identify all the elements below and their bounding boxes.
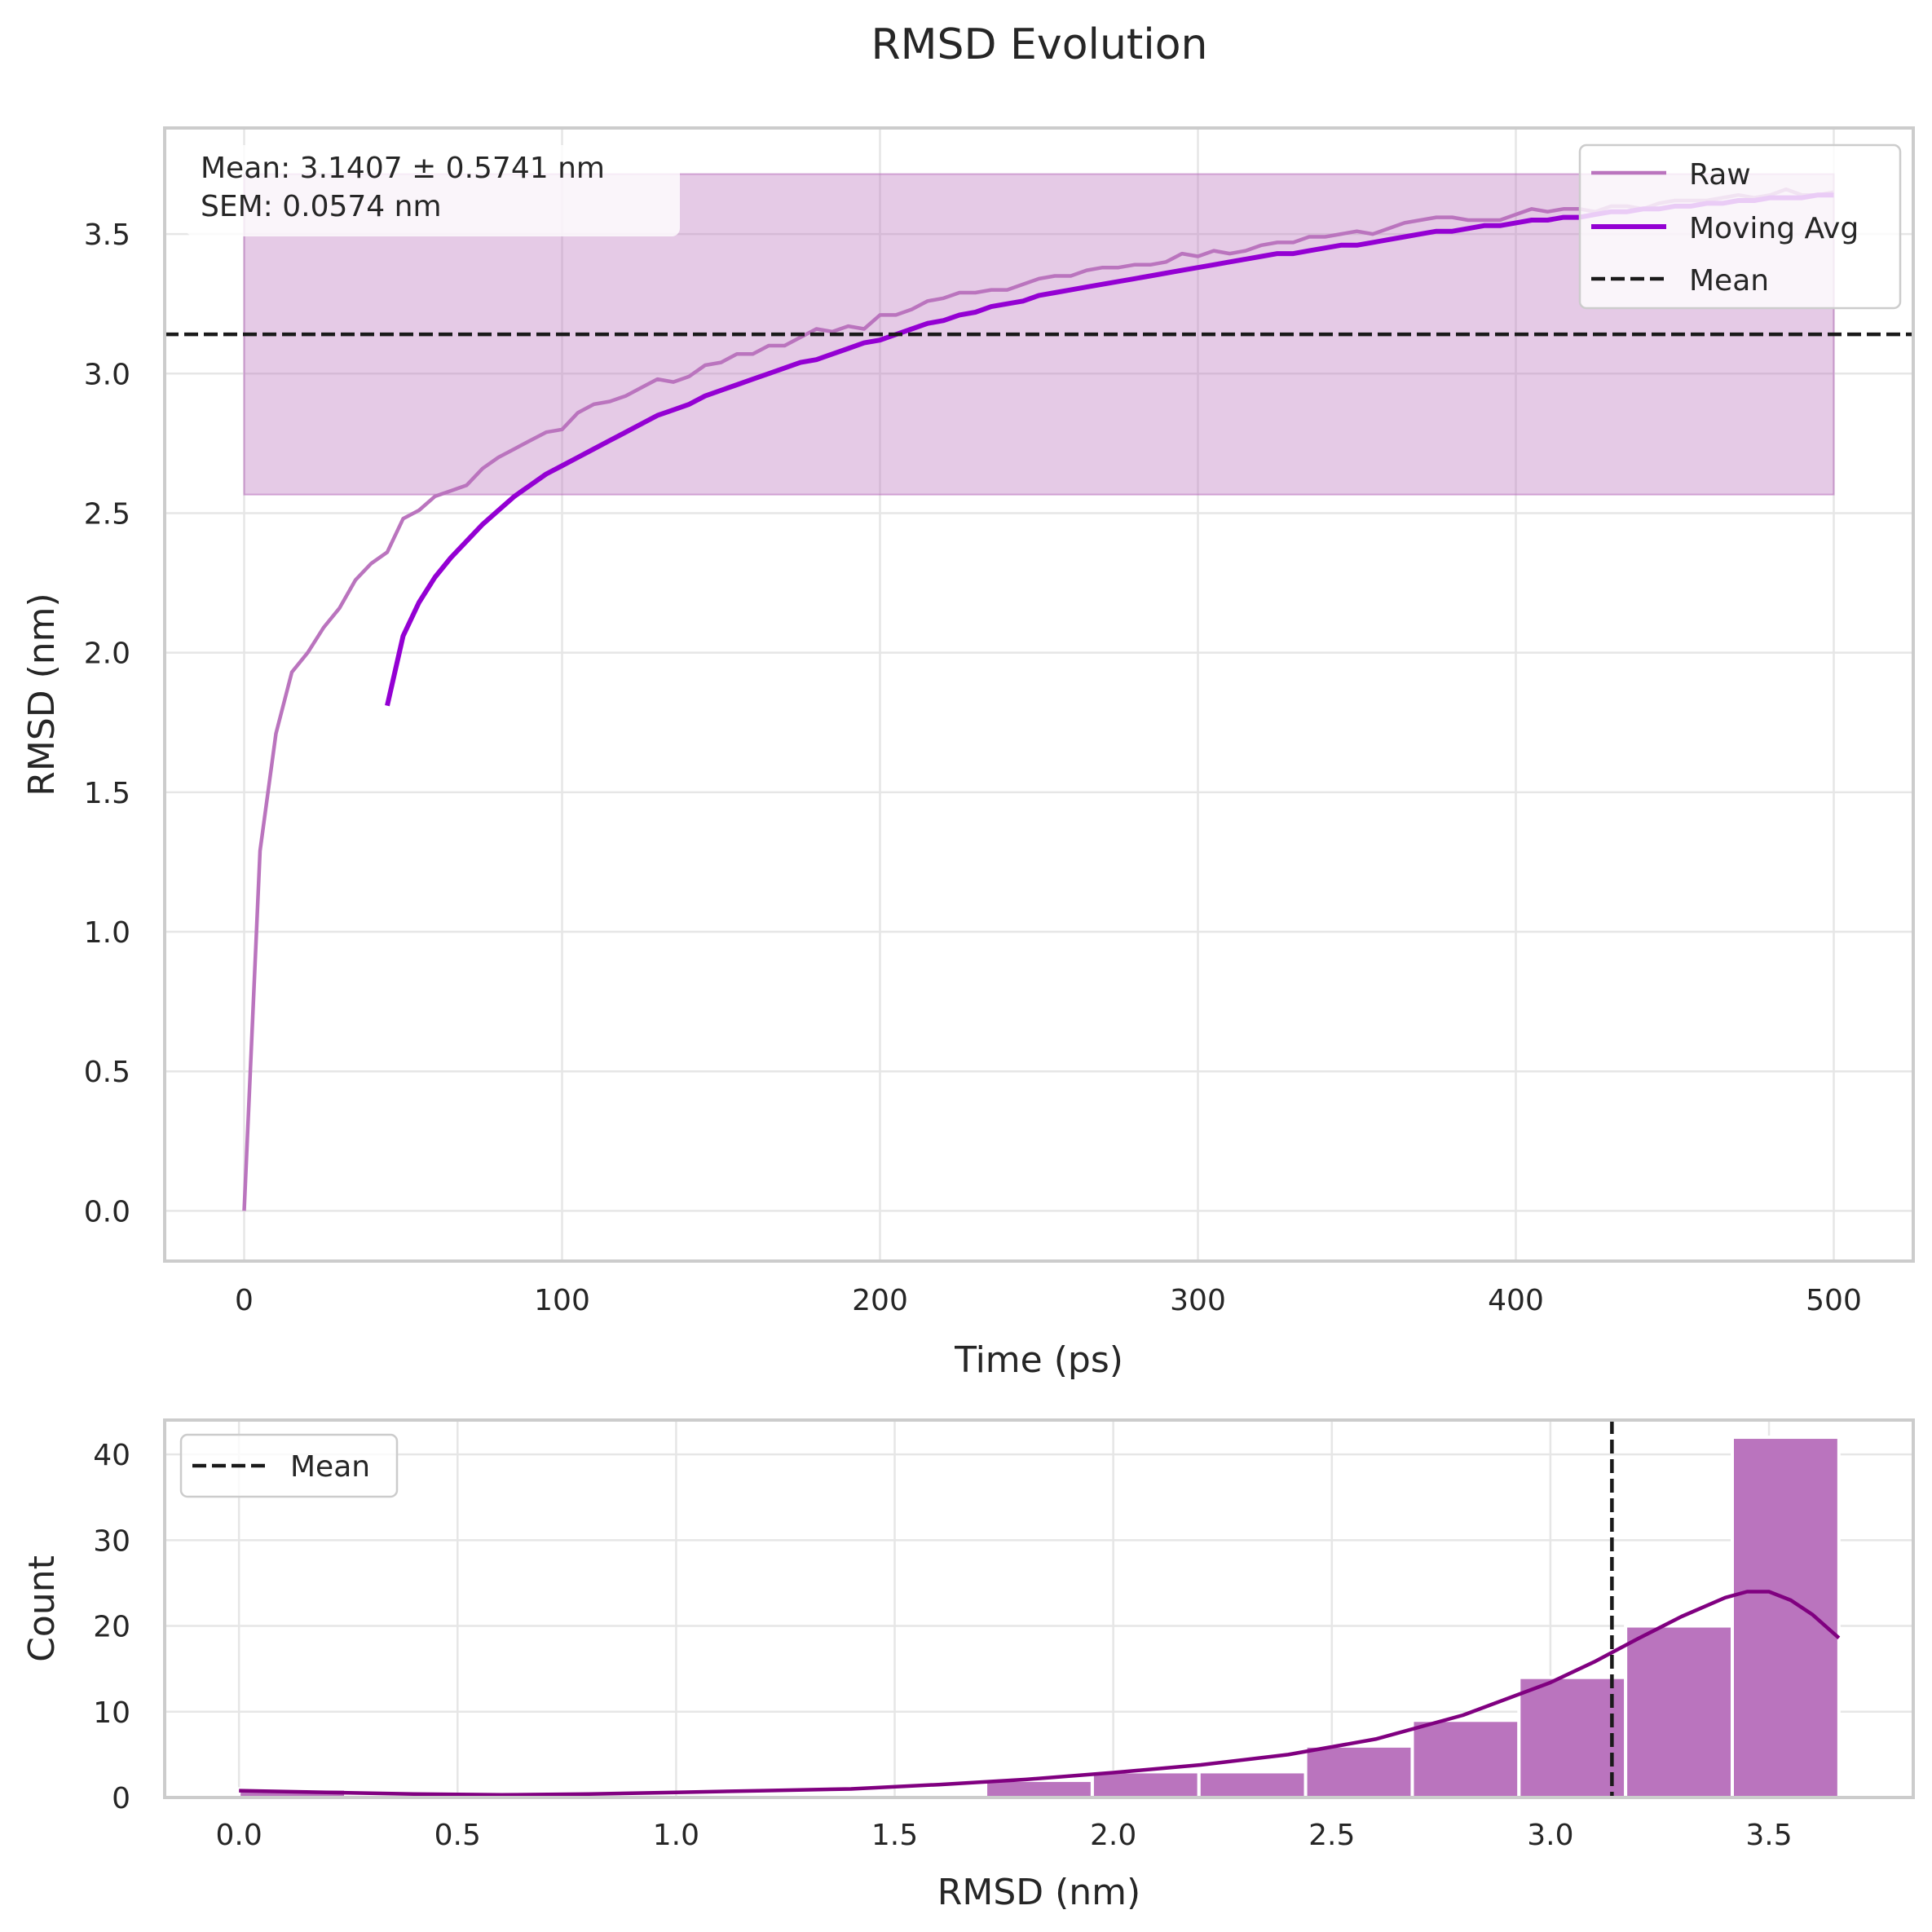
top-y-tick-label: 1.5: [84, 777, 130, 810]
stats-box-background: [186, 145, 680, 236]
top-axes-frame: [163, 126, 1915, 1263]
top-legend-frame: [1578, 143, 1902, 310]
top-y-tick-label: 0.0: [84, 1195, 130, 1228]
rmsd-histogram-panel: 0.0 0.5 1.0 1.5 2.0 2.5 3.0 3.5 0 10 20 30 40 RMSD …: [21, 1418, 1915, 1913]
bottom-y-tick-label: 10: [93, 1696, 130, 1730]
legend-moving-avg-label: Moving Avg: [1689, 212, 1859, 245]
top-y-ticks: 0.0 0.5 1.0 1.5 2.0 2.5 3.0 3.5: [84, 218, 130, 1228]
top-x-tick-label: 200: [852, 1284, 908, 1317]
bottom-x-tick-label: 3.5: [1745, 1819, 1792, 1852]
top-y-axis-label: RMSD (nm): [21, 593, 63, 796]
top-y-tick-label: 3.5: [84, 218, 130, 252]
bottom-x-tick-label: 1.0: [653, 1819, 699, 1852]
histogram-bar: [1624, 1624, 1734, 1799]
histogram-bar: [984, 1778, 1094, 1800]
top-legend: Raw Moving Avg Mean: [1578, 143, 1902, 310]
stats-mean-text: Mean: 3.1407 ± 0.5741 nm: [201, 152, 605, 185]
top-x-tick-label: 400: [1488, 1284, 1544, 1317]
bottom-y-tick-label: 30: [93, 1524, 130, 1558]
top-y-tick-label: 3.0: [84, 358, 130, 391]
top-x-tick-label: 0: [235, 1284, 254, 1317]
legend-raw-label: Raw: [1689, 158, 1751, 192]
top-x-ticks: 0 100 200 300 400 500: [235, 1284, 1862, 1317]
bottom-legend: Mean: [179, 1433, 399, 1498]
histogram-bar: [1090, 1770, 1201, 1800]
bottom-x-tick-label: 3.0: [1527, 1819, 1573, 1852]
top-y-tick-label: 2.0: [84, 637, 130, 671]
stats-annotation: Mean: 3.1407 ± 0.5741 nm SEM: 0.0574 nm: [186, 145, 680, 236]
top-y-tick-label: 1.0: [84, 916, 130, 950]
bottom-axes-frame: [163, 1418, 1915, 1799]
bottom-legend-frame: [179, 1433, 399, 1498]
bottom-x-tick-label: 2.5: [1308, 1819, 1355, 1852]
top-x-axis-label: Time (ps): [954, 1339, 1123, 1381]
top-y-tick-label: 2.5: [84, 497, 130, 531]
histogram-bar: [1197, 1770, 1308, 1800]
figure-title: RMSD Evolution: [871, 20, 1207, 69]
bottom-x-tick-label: 1.5: [871, 1819, 918, 1852]
histogram-bar: [1410, 1718, 1521, 1799]
bottom-x-axis-label: RMSD (nm): [937, 1872, 1140, 1913]
raw-series-line: [242, 187, 1834, 1211]
rmsd-time-panel: 0 100 200 300 400 500 0.0 0.5 1.0 1.5 2.0 2.5 3.0 3.…: [21, 126, 1915, 1381]
kde-curve: [239, 1590, 1841, 1797]
bottom-x-tick-label: 0.0: [216, 1819, 262, 1852]
bottom-y-ticks: 0 10 20 30 40: [93, 1439, 130, 1815]
histogram-bars: [237, 1436, 1841, 1800]
stats-sem-text: SEM: 0.0574 nm: [201, 190, 442, 223]
top-x-tick-label: 300: [1170, 1284, 1226, 1317]
histogram-bar: [1303, 1744, 1414, 1799]
top-y-tick-label: 0.5: [84, 1056, 130, 1089]
bottom-y-tick-label: 40: [93, 1439, 130, 1472]
histogram-bar: [1730, 1436, 1841, 1799]
bottom-y-tick-label: 20: [93, 1611, 130, 1644]
top-x-tick-label: 100: [534, 1284, 590, 1317]
legend-mean-label: Mean: [290, 1450, 370, 1484]
bottom-x-tick-label: 0.5: [434, 1819, 481, 1852]
top-x-tick-label: 500: [1806, 1284, 1862, 1317]
bottom-y-axis-label: Count: [21, 1555, 63, 1662]
histogram-bar: [1517, 1675, 1628, 1800]
legend-mean-label: Mean: [1689, 264, 1769, 298]
bottom-x-ticks: 0.0 0.5 1.0 1.5 2.0 2.5 3.0 3.5: [216, 1819, 1793, 1852]
bottom-y-tick-label: 0: [112, 1782, 130, 1815]
bottom-x-tick-label: 2.0: [1090, 1819, 1136, 1852]
